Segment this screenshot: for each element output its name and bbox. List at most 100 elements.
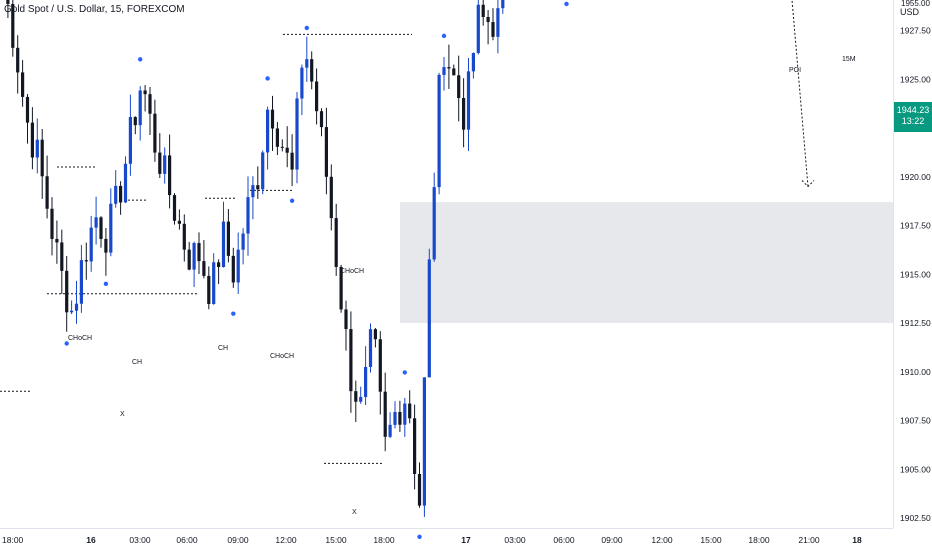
candles-group (6, 0, 505, 517)
candle-body (364, 366, 368, 397)
candle-body (21, 72, 25, 97)
candle-body (408, 403, 412, 419)
time-label: 18 (852, 535, 862, 545)
time-label: 17 (461, 535, 471, 545)
countdown-value: 13:22 (901, 116, 925, 126)
candle-body (94, 217, 98, 228)
candle-body (339, 266, 343, 310)
candle-body (481, 4, 485, 17)
x-label-1: X (120, 411, 125, 418)
candle-body (300, 67, 304, 99)
ch-label-2: CH (218, 345, 228, 352)
candle-body (177, 220, 181, 224)
candle-body (290, 152, 294, 170)
currency-label: USD (900, 7, 920, 17)
candle-body (270, 109, 275, 129)
choch-label-2: CHoCH (340, 268, 364, 275)
candle-body (143, 90, 147, 95)
time-label: 18:00 (373, 535, 395, 545)
price-label: 1925.00 (900, 74, 931, 84)
poi-label: POI (789, 67, 801, 74)
candle-body (261, 152, 265, 190)
time-label: 06:00 (553, 535, 575, 545)
candle-body (50, 208, 54, 239)
candle-body (74, 303, 79, 311)
time-label: 03:00 (504, 535, 526, 545)
swing-low-dot (64, 341, 69, 346)
candle-body (383, 391, 387, 437)
candle-body (158, 152, 162, 174)
candle-body (6, 0, 10, 4)
candle-body (11, 3, 15, 48)
candle-body (403, 403, 407, 425)
price-label: 1915.00 (900, 269, 931, 279)
choch-label-1: CHoCH (68, 335, 92, 342)
price-scale[interactable]: 1955.001952.501950.001947.501945.001942.… (900, 0, 931, 523)
candle-body (398, 412, 402, 425)
candle-body (319, 111, 324, 128)
price-label: 1902.50 (900, 513, 931, 523)
candle-body (241, 233, 245, 250)
candle-body (496, 8, 500, 37)
time-label: 18:00 (2, 535, 24, 545)
time-label: 09:00 (227, 535, 249, 545)
candle-body (329, 176, 333, 219)
swing-low-dot (231, 311, 236, 316)
swing-high-dot (441, 33, 447, 39)
candle-body (285, 147, 289, 153)
candle-body (212, 262, 216, 305)
candle-body (378, 339, 382, 392)
time-label: 03:00 (129, 535, 151, 545)
candle-body (417, 473, 422, 506)
candle-body (55, 238, 59, 243)
candle-body (182, 223, 186, 250)
swing-low-dot (289, 198, 295, 203)
candle-body (79, 260, 83, 304)
price-label: 1910.00 (900, 367, 931, 377)
candle-body (486, 16, 490, 23)
time-label: 06:00 (176, 535, 198, 545)
candle-body (373, 329, 377, 340)
candle-body (437, 74, 441, 188)
candle-body (413, 418, 417, 474)
price-label: 1912.50 (900, 318, 931, 328)
candle-body (84, 260, 88, 262)
candle-body (89, 227, 93, 262)
candle-body (60, 242, 64, 271)
candle-body (324, 127, 328, 177)
candle-body (221, 221, 226, 267)
candle-body (305, 59, 309, 68)
candle-body (334, 218, 338, 267)
price-label: 1905.00 (900, 464, 931, 474)
time-label: 09:00 (601, 535, 623, 545)
candle-body (368, 329, 373, 367)
candle-body (65, 270, 69, 313)
price-label-top: 1955.00 (901, 0, 930, 8)
candle-body (35, 139, 39, 158)
timeframe-label: 15M (842, 56, 856, 63)
demand-zone (400, 202, 893, 323)
candle-body (462, 98, 466, 130)
candle-body (217, 262, 221, 267)
candle-body (104, 238, 108, 253)
candle-body (207, 275, 211, 305)
candle-body (256, 185, 260, 190)
candle-body (16, 47, 20, 73)
swing-dots-group (64, 1, 569, 539)
swing-high-dot (402, 370, 407, 375)
time-axis[interactable]: 18:00 16 03:00 06:00 09:00 12:00 15:00 18:00 17 0… (2, 535, 862, 545)
candle-body (447, 67, 451, 69)
candle-body (30, 122, 34, 158)
candle-body (109, 203, 113, 253)
current-price-tag: 1944.23 13:22 (894, 102, 932, 132)
swing-low-dot (103, 281, 109, 287)
swing-high-dot (304, 25, 309, 31)
candle-body (197, 243, 201, 262)
candle-body (310, 59, 314, 82)
time-label: 12:00 (651, 535, 673, 545)
ch-label-1: CH (132, 359, 142, 366)
swing-low-dot (417, 534, 422, 539)
candle-body (491, 22, 495, 37)
candle-body (280, 146, 284, 148)
